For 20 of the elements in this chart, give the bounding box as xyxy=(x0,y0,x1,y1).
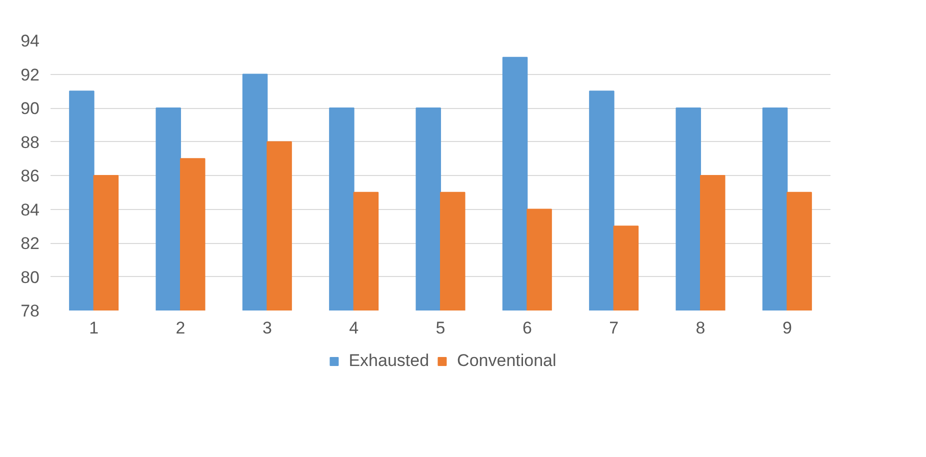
y-tick-label: 92 xyxy=(20,65,40,84)
y-tick-label: 78 xyxy=(20,302,40,320)
x-tick-label: 6 xyxy=(522,318,532,338)
x-tick-label: 8 xyxy=(696,318,706,338)
legend-label: Conventional xyxy=(457,351,556,371)
x-tick-label: 2 xyxy=(176,318,186,338)
x-tick-label: 1 xyxy=(89,318,99,338)
y-tick-label: 88 xyxy=(20,132,40,152)
y-tick-label: 80 xyxy=(20,268,40,287)
y-tick-label: 94 xyxy=(20,32,40,50)
y-tick-label: 86 xyxy=(20,166,40,186)
x-tick-label: 9 xyxy=(782,318,792,338)
legend-label: Exhausted xyxy=(348,351,430,371)
x-tick-label: 4 xyxy=(349,318,359,338)
x-tick-label: 7 xyxy=(609,318,619,338)
x-tick-label: 3 xyxy=(262,318,272,338)
y-tick-label: 84 xyxy=(20,200,40,220)
y-tick-label: 90 xyxy=(20,99,40,118)
x-tick-label: 5 xyxy=(436,318,446,338)
y-tick-label: 82 xyxy=(20,234,40,253)
